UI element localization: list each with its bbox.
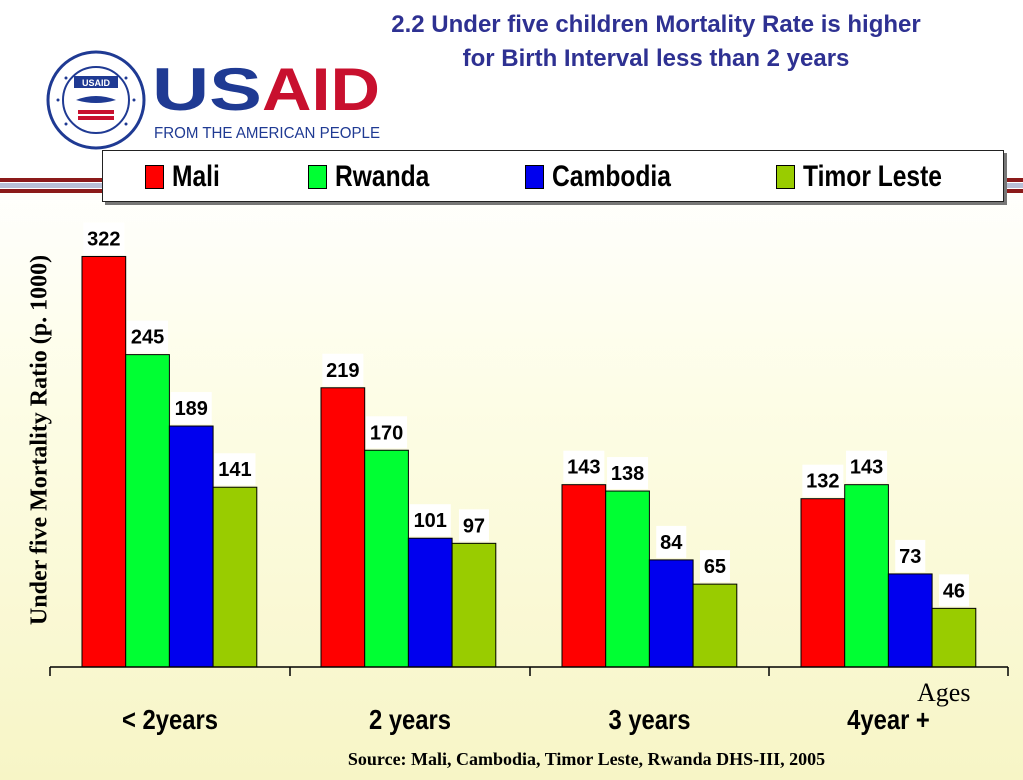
y-axis-label-text: Under five Mortality Ratio (p. 1000) [26, 254, 53, 626]
svg-text:84: 84 [660, 532, 683, 554]
svg-text:141: 141 [218, 459, 251, 481]
legend-label-rwanda: Rwanda [335, 160, 430, 193]
svg-text:170: 170 [370, 422, 403, 444]
bar-cambodia-1 [407, 537, 453, 668]
data-label-mali-0: 322 [83, 222, 125, 255]
bar-cambodia-2 [648, 559, 694, 668]
svg-text:132: 132 [806, 471, 839, 493]
bar-rwanda-3 [844, 484, 889, 668]
data-label-timor-leste-0: 141 [214, 453, 256, 486]
usaid-tagline: FROM THE AMERICAN PEOPLE [154, 125, 380, 142]
bar-mali-3 [800, 498, 846, 668]
usaid-logo-graphic: USAID US AID FROM THE AMERICAN PEOPLE [46, 50, 380, 150]
usaid-seal-icon: USAID [46, 50, 146, 150]
usaid-wordmark-aid: AID [262, 56, 380, 123]
bar-timor-leste-3 [931, 607, 977, 668]
x-tick-label-1: 2 years [369, 703, 451, 735]
legend-item-timor-leste: Timor Leste [776, 160, 973, 193]
usaid-wordmark-us: US [152, 56, 262, 123]
bar-mali-2 [561, 484, 607, 668]
bar-rwanda-1 [364, 449, 409, 668]
data-label-rwanda-1: 170 [366, 416, 408, 449]
seal-inner-text: USAID [82, 78, 111, 88]
bar-timor-leste-2 [692, 583, 738, 668]
svg-text:46: 46 [943, 580, 965, 602]
svg-text:219: 219 [326, 360, 359, 382]
data-label-rwanda-3: 143 [846, 450, 888, 483]
data-label-mali-3: 132 [802, 464, 844, 497]
source-note: Source: Mali, Cambodia, Timor Leste, Rwa… [347, 749, 826, 769]
data-label-cambodia-2: 84 [656, 525, 687, 558]
legend-swatch-mali [145, 165, 164, 189]
bar-timor-leste-1 [451, 542, 497, 668]
svg-text:322: 322 [87, 228, 120, 250]
legend-swatch-cambodia [525, 165, 544, 189]
x-tick-label-2: 3 years [608, 703, 690, 735]
legend-item-mali: Mali [145, 160, 230, 193]
legend-label-timor-leste: Timor Leste [803, 160, 942, 193]
title-line-1: 2.2 Under five children Mortality Rate i… [391, 11, 921, 38]
legend-item-rwanda: Rwanda [308, 160, 450, 193]
data-label-cambodia-0: 189 [170, 392, 212, 425]
svg-text:101: 101 [414, 510, 447, 532]
x-tick-label-0: < 2years [122, 703, 218, 735]
data-label-mali-1: 219 [322, 353, 364, 386]
data-label-mali-2: 143 [563, 450, 605, 483]
data-label-timor-leste-1: 97 [458, 509, 489, 542]
svg-text:189: 189 [175, 398, 208, 420]
data-label-cambodia-1: 101 [409, 504, 451, 537]
svg-text:245: 245 [131, 327, 164, 349]
title-line-2: for Birth Interval less than 2 years [462, 45, 850, 72]
data-label-rwanda-2: 138 [607, 457, 649, 490]
bar-mali-0 [81, 255, 127, 668]
bar-rwanda-2 [605, 490, 650, 668]
data-label-rwanda-0: 245 [127, 320, 169, 353]
usaid-logo: USAID US AID FROM THE AMERICAN PEOPLE [44, 48, 384, 153]
x-axis-label: Ages [917, 678, 971, 707]
bar-timor-leste-0 [212, 486, 258, 668]
svg-text:143: 143 [850, 457, 883, 479]
legend-item-cambodia: Cambodia [525, 160, 697, 193]
svg-text:143: 143 [567, 457, 600, 479]
svg-text:65: 65 [704, 556, 726, 578]
x-tick-label-3: 4year + [847, 703, 930, 735]
legend-label-cambodia: Cambodia [552, 160, 671, 193]
data-label-cambodia-3: 73 [895, 539, 926, 572]
legend-swatch-timor-leste [776, 165, 795, 189]
bar-mali-1 [320, 387, 366, 668]
data-label-timor-leste-3: 46 [938, 574, 969, 607]
bar-rwanda-0 [125, 354, 170, 668]
bar-cambodia-0 [168, 425, 214, 668]
bar-cambodia-3 [887, 573, 933, 668]
data-label-timor-leste-2: 65 [699, 550, 730, 583]
chart-legend: Mali Rwanda Cambodia Timor Leste [102, 150, 1004, 202]
page-title: 2.2 Under five children Mortality Rate i… [300, 8, 1012, 76]
legend-swatch-rwanda [308, 165, 327, 189]
svg-text:138: 138 [611, 463, 644, 485]
svg-text:73: 73 [899, 546, 921, 568]
svg-text:97: 97 [463, 515, 485, 537]
legend-label-mali: Mali [172, 160, 220, 193]
